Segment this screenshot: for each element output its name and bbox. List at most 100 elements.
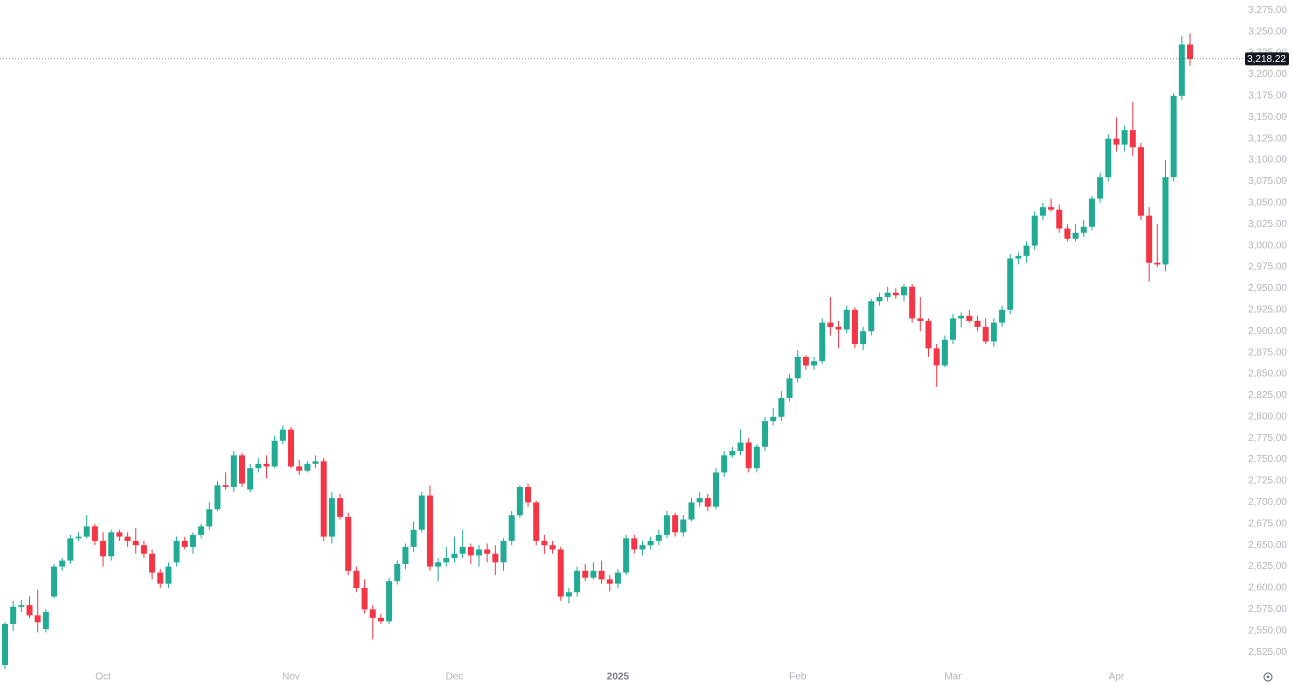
x-tick-label: Oct xyxy=(95,672,111,683)
candle-body xyxy=(917,318,924,321)
candle-body xyxy=(1031,215,1038,246)
candle-body xyxy=(941,339,948,366)
candle-body xyxy=(557,549,564,597)
candle-body xyxy=(672,515,679,533)
candle-body xyxy=(304,463,311,471)
candle-body xyxy=(361,587,368,610)
candle-body xyxy=(59,560,66,567)
candle-body xyxy=(541,540,548,546)
settings-gear-center[interactable] xyxy=(1266,675,1270,679)
candle-body xyxy=(140,545,147,554)
candle-body xyxy=(67,538,74,561)
candle-body xyxy=(328,498,335,537)
candle-body xyxy=(925,320,932,349)
candle-body xyxy=(34,615,41,623)
candle-body xyxy=(974,320,981,327)
candle-body xyxy=(402,546,409,565)
y-tick-label: 2,925.00 xyxy=(1248,304,1287,315)
candle-body xyxy=(1170,95,1177,178)
candle-body xyxy=(198,526,205,535)
candle-body xyxy=(794,356,801,379)
candle-body xyxy=(582,570,589,578)
candle-body xyxy=(933,348,940,366)
candle-body xyxy=(18,605,25,607)
y-tick-label: 2,675.00 xyxy=(1248,518,1287,529)
candle-body xyxy=(770,416,777,422)
candle-body xyxy=(508,515,515,541)
candle-body xyxy=(884,292,891,297)
y-tick-label: 3,250.00 xyxy=(1248,26,1287,37)
candle-body xyxy=(745,442,752,469)
x-tick-label: Feb xyxy=(789,672,807,683)
y-tick-label: 2,625.00 xyxy=(1248,561,1287,572)
candle-body xyxy=(688,502,695,520)
candle-body xyxy=(1072,232,1079,239)
candle-body xyxy=(418,495,425,530)
candle-body xyxy=(990,322,997,342)
y-tick-label: 3,050.00 xyxy=(1248,197,1287,208)
candle-body xyxy=(762,421,769,447)
candle-body xyxy=(647,540,654,546)
candle-body xyxy=(868,301,875,332)
candle-body xyxy=(42,611,49,630)
candle-body xyxy=(819,322,826,362)
candle-body xyxy=(565,592,572,597)
candle-body xyxy=(1137,147,1144,216)
x-tick-label: Apr xyxy=(1109,672,1125,683)
settings-icon[interactable] xyxy=(1263,672,1273,682)
candle-body xyxy=(255,463,262,469)
candle-body xyxy=(369,609,376,618)
candle-body xyxy=(713,472,719,507)
candle-body xyxy=(279,429,286,441)
candle-body xyxy=(91,526,98,541)
candle-body xyxy=(451,553,458,559)
candle-body xyxy=(753,446,760,469)
candle-body xyxy=(500,540,507,563)
y-tick-label: 3,100.00 xyxy=(1248,155,1287,166)
candle-body xyxy=(476,549,482,556)
y-tick-label: 2,875.00 xyxy=(1248,347,1287,358)
x-tick-label: 2025 xyxy=(607,672,630,683)
y-tick-label: 2,575.00 xyxy=(1248,604,1287,615)
candle-body xyxy=(459,546,466,554)
candle-body xyxy=(680,519,687,533)
candle-body xyxy=(247,468,254,490)
y-tick-label: 2,900.00 xyxy=(1248,326,1287,337)
candle-body xyxy=(1023,245,1030,256)
y-tick-label: 3,075.00 xyxy=(1248,176,1287,187)
candle-body xyxy=(263,463,270,467)
x-tick-label: Mar xyxy=(944,672,962,683)
candle-body xyxy=(606,579,613,584)
candle-body xyxy=(909,286,916,319)
candle-body xyxy=(320,461,327,537)
candle-body xyxy=(443,558,450,563)
candle-body xyxy=(1129,130,1136,148)
candle-body xyxy=(966,315,973,321)
candle-body xyxy=(312,461,319,464)
candle-body xyxy=(696,498,703,503)
candle-body xyxy=(165,566,172,584)
candle-body xyxy=(1088,198,1095,227)
y-tick-label: 3,025.00 xyxy=(1248,219,1287,230)
candle-body xyxy=(108,532,115,557)
candle-body xyxy=(827,322,834,327)
candle-body xyxy=(386,581,393,622)
settings-gear[interactable] xyxy=(1263,672,1273,682)
y-tick-label: 2,650.00 xyxy=(1248,540,1287,551)
candle-body xyxy=(982,326,989,342)
candle-body xyxy=(435,562,442,567)
candle-body xyxy=(1121,130,1128,145)
candle-body xyxy=(663,515,670,535)
y-tick-label: 3,125.00 xyxy=(1248,133,1287,144)
candle-body xyxy=(239,455,245,484)
y-tick-label: 2,550.00 xyxy=(1248,625,1287,636)
candle-body xyxy=(230,455,237,487)
candle-body xyxy=(811,361,818,366)
y-tick-label: 2,775.00 xyxy=(1248,433,1287,444)
candle-body xyxy=(843,309,850,330)
candle-body xyxy=(394,564,401,582)
x-tick-label: Dec xyxy=(446,672,464,683)
candle-body xyxy=(835,326,842,330)
candle-body xyxy=(1146,215,1153,263)
